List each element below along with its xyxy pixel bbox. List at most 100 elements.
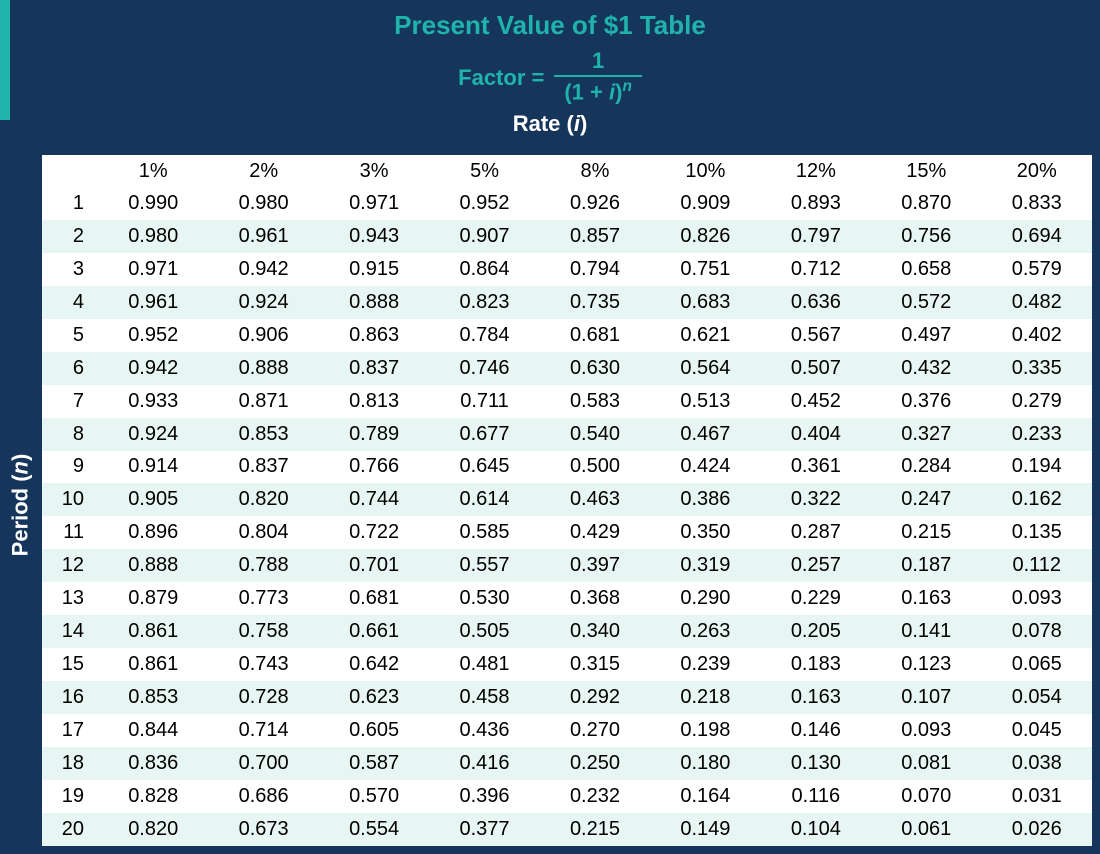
value-cell: 0.907 <box>429 220 539 253</box>
value-cell: 0.194 <box>982 451 1093 484</box>
value-cell: 0.681 <box>319 582 429 615</box>
value-cell: 0.823 <box>429 286 539 319</box>
rate-header: 5% <box>429 155 539 187</box>
value-cell: 0.540 <box>540 418 650 451</box>
value-cell: 0.853 <box>208 418 318 451</box>
period-cell: 15 <box>42 648 98 681</box>
header-blank <box>42 155 98 187</box>
value-cell: 0.530 <box>429 582 539 615</box>
table-row: 180.8360.7000.5870.4160.2500.1800.1300.0… <box>42 747 1092 780</box>
value-cell: 0.797 <box>761 220 871 253</box>
value-cell: 0.146 <box>761 714 871 747</box>
value-cell: 0.681 <box>540 319 650 352</box>
table-row: 60.9420.8880.8370.7460.6300.5640.5070.43… <box>42 352 1092 385</box>
table-head: 1% 2% 3% 5% 8% 10% 12% 15% 20% <box>42 155 1092 187</box>
pv-table-frame: Present Value of $1 Table Factor = 1 (1 … <box>0 0 1100 854</box>
value-cell: 0.038 <box>982 747 1093 780</box>
pv-table: 1% 2% 3% 5% 8% 10% 12% 15% 20% 10.9900.9… <box>42 155 1092 846</box>
value-cell: 0.429 <box>540 516 650 549</box>
value-cell: 0.463 <box>540 483 650 516</box>
formula-fraction: 1 (1 + i)n <box>554 49 642 105</box>
value-cell: 0.279 <box>982 385 1093 418</box>
value-cell: 0.070 <box>871 780 981 813</box>
period-cell: 9 <box>42 451 98 484</box>
value-cell: 0.700 <box>208 747 318 780</box>
value-cell: 0.250 <box>540 747 650 780</box>
rate-header: 8% <box>540 155 650 187</box>
value-cell: 0.952 <box>429 187 539 220</box>
value-cell: 0.452 <box>761 385 871 418</box>
value-cell: 0.857 <box>540 220 650 253</box>
value-cell: 0.436 <box>429 714 539 747</box>
value-cell: 0.572 <box>871 286 981 319</box>
header-row: 1% 2% 3% 5% 8% 10% 12% 15% 20% <box>42 155 1092 187</box>
value-cell: 0.350 <box>650 516 760 549</box>
value-cell: 0.402 <box>982 319 1093 352</box>
value-cell: 0.844 <box>98 714 208 747</box>
value-cell: 0.861 <box>98 648 208 681</box>
table-row: 130.8790.7730.6810.5300.3680.2900.2290.1… <box>42 582 1092 615</box>
value-cell: 0.432 <box>871 352 981 385</box>
value-cell: 0.758 <box>208 615 318 648</box>
table-row: 20.9800.9610.9430.9070.8570.8260.7970.75… <box>42 220 1092 253</box>
value-cell: 0.416 <box>429 747 539 780</box>
period-axis-label-wrap: Period (n) <box>0 155 40 854</box>
value-cell: 0.376 <box>871 385 981 418</box>
period-cell: 14 <box>42 615 98 648</box>
table-container: 1% 2% 3% 5% 8% 10% 12% 15% 20% 10.9900.9… <box>42 155 1092 846</box>
value-cell: 0.557 <box>429 549 539 582</box>
value-cell: 0.247 <box>871 483 981 516</box>
period-cell: 20 <box>42 813 98 846</box>
period-cell: 10 <box>42 483 98 516</box>
value-cell: 0.327 <box>871 418 981 451</box>
value-cell: 0.319 <box>650 549 760 582</box>
table-row: 140.8610.7580.6610.5050.3400.2630.2050.1… <box>42 615 1092 648</box>
period-cell: 11 <box>42 516 98 549</box>
value-cell: 0.915 <box>319 253 429 286</box>
table-row: 200.8200.6730.5540.3770.2150.1490.1040.0… <box>42 813 1092 846</box>
value-cell: 0.404 <box>761 418 871 451</box>
value-cell: 0.322 <box>761 483 871 516</box>
value-cell: 0.078 <box>982 615 1093 648</box>
value-cell: 0.065 <box>982 648 1093 681</box>
table-row: 110.8960.8040.7220.5850.4290.3500.2870.2… <box>42 516 1092 549</box>
value-cell: 0.677 <box>429 418 539 451</box>
value-cell: 0.162 <box>982 483 1093 516</box>
value-cell: 0.924 <box>208 286 318 319</box>
table-row: 10.9900.9800.9710.9520.9260.9090.8930.87… <box>42 187 1092 220</box>
value-cell: 0.233 <box>982 418 1093 451</box>
value-cell: 0.567 <box>761 319 871 352</box>
value-cell: 0.180 <box>650 747 760 780</box>
value-cell: 0.837 <box>319 352 429 385</box>
value-cell: 0.804 <box>208 516 318 549</box>
value-cell: 0.104 <box>761 813 871 846</box>
value-cell: 0.789 <box>319 418 429 451</box>
period-cell: 18 <box>42 747 98 780</box>
value-cell: 0.833 <box>982 187 1093 220</box>
value-cell: 0.315 <box>540 648 650 681</box>
value-cell: 0.500 <box>540 451 650 484</box>
value-cell: 0.711 <box>429 385 539 418</box>
value-cell: 0.497 <box>871 319 981 352</box>
value-cell: 0.183 <box>761 648 871 681</box>
value-cell: 0.861 <box>98 615 208 648</box>
value-cell: 0.386 <box>650 483 760 516</box>
value-cell: 0.554 <box>319 813 429 846</box>
value-cell: 0.368 <box>540 582 650 615</box>
period-cell: 1 <box>42 187 98 220</box>
value-cell: 0.467 <box>650 418 760 451</box>
value-cell: 0.585 <box>429 516 539 549</box>
value-cell: 0.658 <box>871 253 981 286</box>
value-cell: 0.587 <box>319 747 429 780</box>
value-cell: 0.820 <box>98 813 208 846</box>
table-row: 90.9140.8370.7660.6450.5000.4240.3610.28… <box>42 451 1092 484</box>
value-cell: 0.054 <box>982 681 1093 714</box>
value-cell: 0.642 <box>319 648 429 681</box>
value-cell: 0.871 <box>208 385 318 418</box>
value-cell: 0.081 <box>871 747 981 780</box>
value-cell: 0.784 <box>429 319 539 352</box>
rate-header: 1% <box>98 155 208 187</box>
value-cell: 0.045 <box>982 714 1093 747</box>
value-cell: 0.205 <box>761 615 871 648</box>
value-cell: 0.794 <box>540 253 650 286</box>
